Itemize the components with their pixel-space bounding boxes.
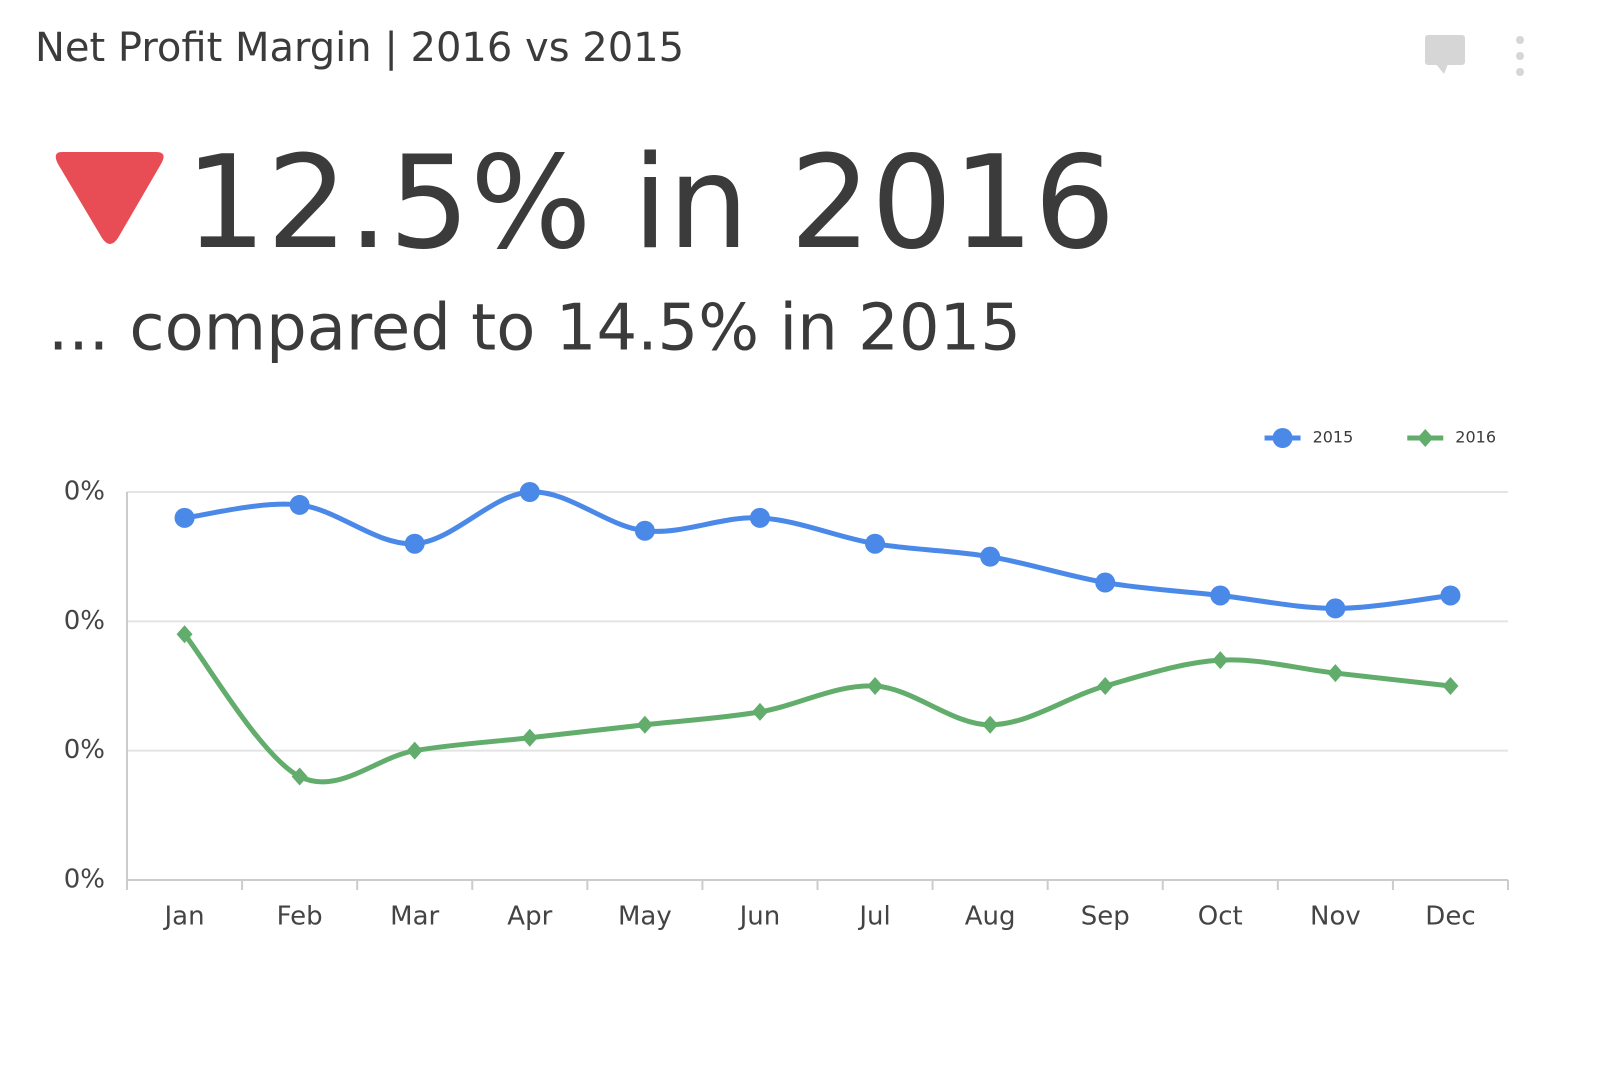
legend-label: 2016: [1455, 428, 1496, 447]
data-point: [865, 533, 886, 554]
data-point: [289, 494, 310, 515]
x-tick-label: Mar: [390, 902, 439, 932]
data-point: [749, 507, 770, 528]
y-tick-label: 0%: [64, 865, 105, 895]
data-point: [1210, 585, 1231, 606]
x-tick-label: Jan: [162, 902, 204, 932]
x-tick-label: Jun: [738, 902, 781, 932]
series-line: [182, 632, 1451, 785]
legend-marker: [1272, 428, 1293, 448]
menu-dot: [1516, 68, 1524, 76]
data-point: [1097, 677, 1114, 695]
data-point: [867, 677, 884, 695]
widget-title: Net Profit Margin | 2016 vs 2015: [35, 25, 684, 71]
menu-dot: [1516, 36, 1524, 44]
comparison: ... compared to 14.5% in 2015: [48, 292, 1021, 366]
x-tick-label: Dec: [1425, 902, 1475, 932]
x-tick-label: Feb: [277, 902, 323, 932]
x-tick-label: Aug: [965, 902, 1016, 932]
legend-marker: [1417, 429, 1434, 447]
data-point: [176, 625, 193, 644]
data-point: [174, 507, 195, 528]
data-point: [634, 520, 655, 541]
down-indicator: [55, 152, 164, 244]
data-point: [1095, 572, 1116, 593]
data-point: [980, 546, 1001, 567]
y-tick-label: 0%: [64, 477, 105, 507]
data-point: [404, 533, 425, 554]
comment-bubble: [1425, 35, 1465, 65]
comment-icon[interactable]: [1425, 35, 1465, 74]
y-tick-label: 0%: [64, 606, 105, 636]
data-point: [519, 482, 540, 502]
x-tick-label: Nov: [1310, 902, 1361, 932]
x-tick-label: Oct: [1198, 902, 1243, 932]
x-tick-label: Apr: [507, 902, 552, 932]
menu-dot: [1516, 52, 1524, 60]
data-point: [751, 702, 768, 721]
comment-tail: [1436, 64, 1448, 74]
data-point: [982, 715, 999, 734]
y-tick-label: 0%: [64, 735, 105, 765]
data-point: [406, 741, 423, 760]
menu-icon[interactable]: [1516, 36, 1524, 76]
data-point: [1440, 585, 1461, 606]
x-tick-label: Jul: [857, 902, 890, 932]
data-point: [1212, 651, 1229, 670]
data-point: [1442, 677, 1459, 695]
data-point: [1327, 664, 1344, 683]
data-point: [521, 728, 538, 747]
x-tick-label: Sep: [1081, 902, 1130, 932]
data-point: [291, 767, 308, 786]
headline: 12.5% in 2016: [185, 129, 1115, 278]
data-point: [636, 715, 653, 734]
x-tick-label: May: [618, 902, 672, 932]
legend-label: 2015: [1313, 428, 1354, 447]
series-line: [184, 489, 1451, 611]
data-point: [1325, 598, 1346, 619]
